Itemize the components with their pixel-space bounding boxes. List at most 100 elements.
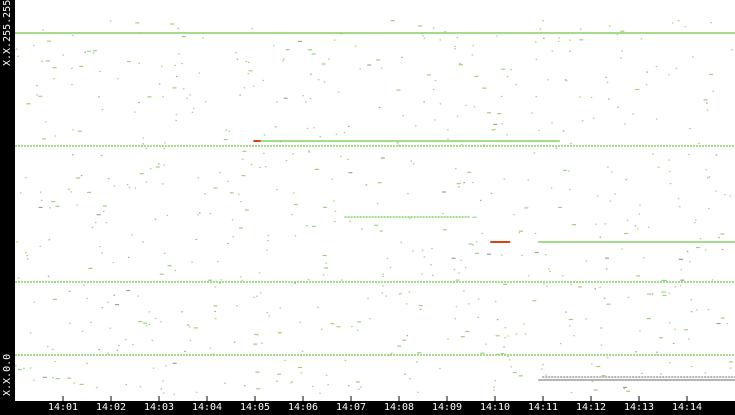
background-flow-dot — [92, 50, 97, 52]
background-flow-dot — [24, 252, 27, 254]
background-flow-dot — [531, 112, 533, 114]
background-flow-dot — [396, 89, 401, 91]
background-flow-dot — [468, 303, 470, 305]
background-flow-dot — [421, 249, 424, 251]
background-flow-dot — [62, 54, 64, 56]
background-flow-dot — [127, 256, 130, 258]
background-flow-dot — [729, 195, 731, 197]
background-flow-dot — [432, 274, 434, 277]
background-flow-dot — [606, 357, 609, 359]
background-flow-dot — [241, 280, 243, 282]
background-flow-dot — [107, 178, 110, 180]
x-tick-label: 14:04 — [191, 402, 223, 413]
background-flow-dot — [257, 334, 259, 336]
background-flow-dot — [308, 150, 310, 152]
background-flow-dot — [594, 288, 596, 290]
background-flow-dot — [175, 75, 178, 78]
background-flow-dot — [285, 49, 290, 51]
background-flow-dot — [41, 199, 43, 201]
background-flow-dot — [579, 96, 581, 98]
background-flow-dot — [655, 118, 658, 120]
background-flow-dot — [79, 65, 84, 67]
background-flow-dot — [69, 322, 71, 324]
background-flow-dot — [590, 96, 593, 99]
background-flow-dot — [459, 62, 461, 65]
background-flow-dot — [563, 169, 567, 171]
background-flow-dot — [23, 367, 25, 369]
background-flow-dot — [101, 307, 104, 309]
background-flow-dot — [197, 177, 200, 179]
background-flow-dot — [325, 374, 328, 376]
background-flow-dot — [150, 168, 152, 170]
background-flow-dot — [335, 133, 338, 135]
background-flow-dot — [638, 213, 641, 215]
background-flow-dot — [389, 266, 392, 269]
background-flow-dot — [170, 23, 175, 25]
background-flow-dot — [213, 305, 218, 307]
background-flow-dot — [538, 129, 540, 132]
background-flow-dot — [447, 129, 449, 131]
background-flow-dot — [419, 308, 422, 310]
background-flow-dot — [290, 382, 292, 384]
background-flow-dot — [294, 282, 296, 284]
background-flow-dot — [698, 142, 700, 144]
background-flow-dot — [343, 132, 346, 134]
background-flow-dot — [300, 372, 303, 374]
background-flow-dot — [465, 104, 467, 107]
background-flow-dot — [707, 309, 710, 311]
background-flow-dot — [113, 185, 116, 187]
background-flow-dot — [317, 79, 320, 81]
background-flow-dot — [101, 109, 104, 111]
background-flow-dot — [476, 241, 478, 243]
background-flow-dot — [534, 232, 537, 234]
background-flow-dot — [439, 367, 441, 369]
background-flow-dot — [477, 316, 479, 318]
background-flow-dot — [645, 84, 648, 86]
background-flow-dot — [83, 284, 85, 286]
background-flow-dot — [324, 267, 328, 269]
background-flow-dot — [718, 236, 720, 239]
background-flow-dot — [523, 323, 525, 325]
background-flow-dot — [152, 367, 155, 369]
background-flow-dot — [640, 38, 643, 40]
background-flow-dot — [305, 101, 307, 103]
background-flow-dot — [474, 75, 479, 77]
background-flow-dot — [573, 335, 575, 337]
background-flow-dot — [220, 279, 222, 281]
background-flow-dot — [686, 250, 689, 253]
background-flow-dot — [694, 222, 696, 224]
background-flow-dot — [401, 56, 403, 58]
x-tick-label: 14:14 — [671, 402, 703, 413]
x-tick-label: 14:02 — [95, 402, 127, 413]
background-flow-dot — [259, 166, 261, 168]
background-flow-dot — [95, 221, 97, 224]
background-flow-dot — [710, 22, 712, 24]
background-flow-dot — [138, 321, 143, 323]
background-flow-dot — [503, 178, 505, 180]
background-flow-dot — [674, 286, 676, 288]
background-flow-dot — [671, 22, 674, 24]
background-flow-dot — [655, 66, 658, 68]
background-flow-dot — [510, 366, 513, 368]
background-flow-dot — [601, 375, 606, 377]
background-flow-dot — [521, 254, 523, 257]
background-flow-dot — [551, 122, 553, 124]
background-flow-dot — [355, 381, 360, 383]
background-flow-dot — [293, 192, 295, 194]
background-flow-dot — [297, 366, 302, 369]
background-flow-dot — [242, 158, 244, 160]
background-flow-dot — [605, 268, 608, 270]
background-flow-dot — [331, 178, 333, 180]
background-flow-dot — [330, 323, 335, 325]
background-flow-dot — [38, 206, 43, 208]
background-flow-dot — [163, 252, 166, 254]
background-flow-dot — [227, 180, 229, 182]
background-flow-dot — [385, 295, 388, 297]
background-flow-dot — [678, 20, 680, 22]
background-flow-dot — [386, 257, 389, 260]
background-flow-dot — [360, 386, 362, 388]
background-flow-dot — [240, 201, 242, 203]
background-flow-dot — [381, 230, 383, 232]
background-flow-dot — [600, 327, 602, 329]
background-flow-dot — [524, 207, 529, 209]
